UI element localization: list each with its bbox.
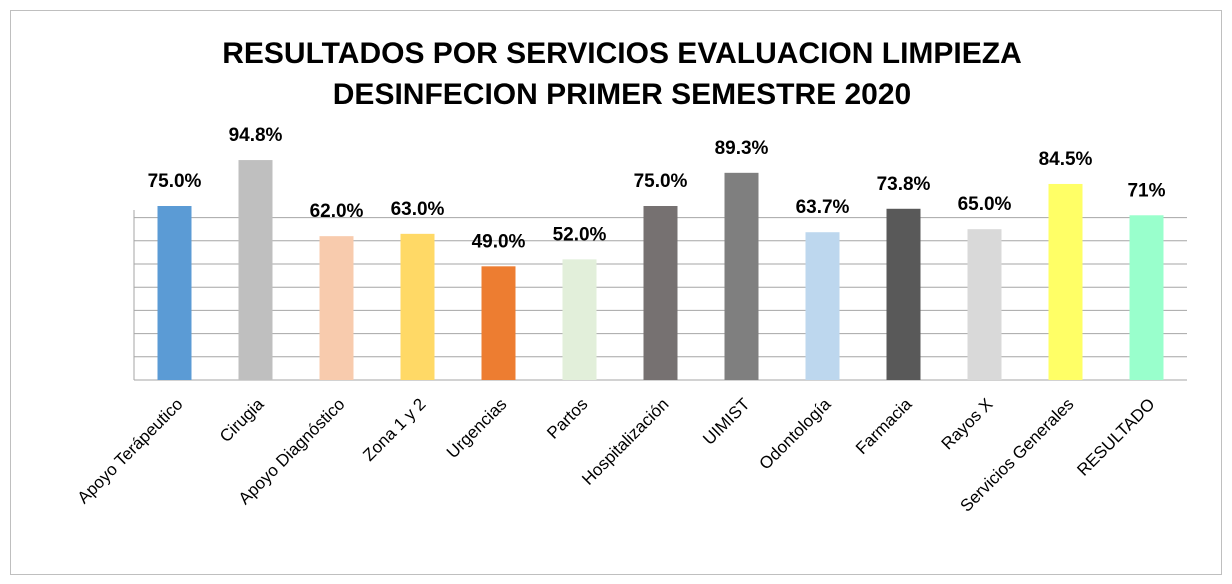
data-label: 89.3% <box>715 138 769 159</box>
bar <box>157 206 192 380</box>
bar <box>886 208 921 380</box>
bar <box>643 206 678 380</box>
data-label: 62.0% <box>310 201 364 222</box>
chart-title: RESULTADOS POR SERVICIOS EVALUACION LIMP… <box>222 37 1022 70</box>
bar <box>562 259 597 380</box>
data-label: 52.0% <box>553 224 607 245</box>
bar <box>805 232 840 380</box>
data-label: 71% <box>1127 180 1165 201</box>
chart-frame <box>10 10 1222 575</box>
bar <box>967 229 1002 380</box>
data-label: 75.0% <box>634 171 688 192</box>
bar <box>400 233 435 380</box>
bar <box>238 160 273 380</box>
chart-title: DESINFECION PRIMER SEMESTRE 2020 <box>333 78 911 111</box>
data-label: 49.0% <box>472 231 526 252</box>
data-label: 75.0% <box>148 171 202 192</box>
data-label: 65.0% <box>958 194 1012 215</box>
bar <box>724 172 759 380</box>
bar <box>1129 215 1164 380</box>
bar <box>481 266 516 380</box>
data-label: 84.5% <box>1039 149 1093 170</box>
data-label: 63.0% <box>391 199 445 220</box>
bar <box>1048 183 1083 380</box>
bar <box>319 236 354 380</box>
data-label: 94.8% <box>229 125 283 146</box>
data-label: 73.8% <box>877 174 931 195</box>
data-label: 63.7% <box>796 197 850 218</box>
